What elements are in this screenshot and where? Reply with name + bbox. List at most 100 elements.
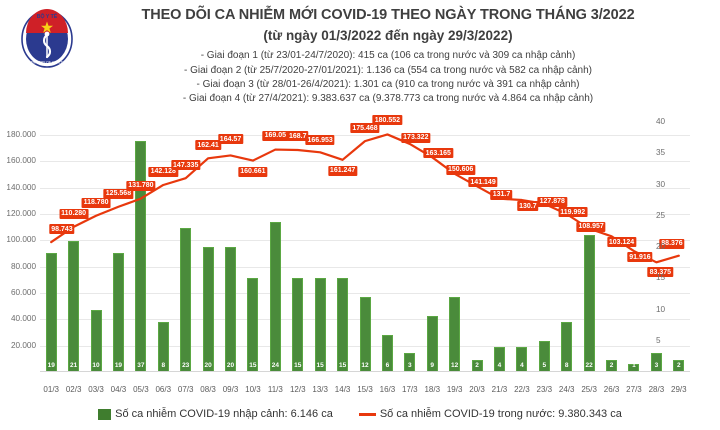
gridline-4 xyxy=(40,240,690,242)
y-axis-right-tick-15: 15 xyxy=(656,273,666,283)
x-axis-label-04-3: 04/3 xyxy=(110,385,127,394)
bar-value-label: 5 xyxy=(542,361,547,369)
y-axis-left-tick-180.000: 180.000 xyxy=(6,130,36,140)
gridline-3 xyxy=(40,266,690,268)
bar-value-label: 21 xyxy=(69,361,78,369)
bar-value-label: 12 xyxy=(361,361,369,369)
bar-value-label: 15 xyxy=(294,361,302,369)
y-axis-left-tick-120.000: 120.000 xyxy=(6,209,36,219)
bar-series-layer: 19 21 10 19 37 8 23 20 20 15 24 15 15 15 12 6 3 9 12 2 4 4 5 8 2… xyxy=(40,122,690,372)
bar-value-label: 19 xyxy=(47,361,55,369)
phase-summary-list: - Giai đoạn 1 (từ 23/01-24/7/2020): 415 … xyxy=(88,49,688,106)
line-value-label-22-3: 130.7 xyxy=(517,201,539,212)
phase-line-1: - Giai đoạn 1 (từ 23/01-24/7/2020): 415 … xyxy=(200,50,576,62)
chart-legend: Số ca nhiễm COVID-19 nhập cảnh: 6.146 ca… xyxy=(0,408,720,420)
line-value-label-17-3: 173.322 xyxy=(401,132,431,143)
line-series-layer: 98.743 110.280 118.780 125.568 131.780 142.12… xyxy=(40,115,690,372)
line-value-label-12-3: 168.7 xyxy=(286,131,309,142)
x-axis-label-29-3: 29/3 xyxy=(670,385,687,394)
bar-value-label: 12 xyxy=(451,361,459,369)
x-axis-label-06-3: 06/3 xyxy=(155,385,172,394)
page-subtitle: (từ ngày 01/3/2022 đến ngày 29/3/2022) xyxy=(263,27,513,43)
line-value-label-19-3: 150.606 xyxy=(445,164,476,175)
line-value-label-06-3: 142.128 xyxy=(148,166,178,177)
line-value-label-10-3: 160.661 xyxy=(238,166,268,177)
x-axis-label-20-3: 20/3 xyxy=(469,385,485,394)
bar-value-label: 24 xyxy=(271,361,279,369)
bar-value-label: 9 xyxy=(430,361,435,369)
x-axis-label-15-3: 15/3 xyxy=(357,385,373,394)
chart-header: THEO DÕI CA NHIỄM MỚI COVID-19 THEO NGÀY… xyxy=(88,6,688,106)
x-axis-label-14-3: 14/3 xyxy=(334,385,351,394)
phase-line-2: - Giai đoạn 2 (từ 25/7/2020-27/01/2021):… xyxy=(184,64,592,76)
legend-item-imported: Số ca nhiễm COVID-19 nhập cảnh: 6.146 ca xyxy=(98,408,333,420)
line-value-label-28-3: 83.375 xyxy=(647,267,674,278)
line-value-label-04-3: 125.568 xyxy=(103,188,134,199)
bar-value-label: 2 xyxy=(609,361,614,369)
bar-value-label: 6 xyxy=(385,361,390,369)
line-value-label-14-3: 161.247 xyxy=(327,165,358,176)
line-value-label-02-3: 110.280 xyxy=(59,208,89,219)
x-axis-label-21-3: 21/3 xyxy=(491,385,508,394)
y-axis-left-tick-20.000: 20.000 xyxy=(10,340,36,350)
legend-bar-label: Số ca nhiễm COVID-19 nhập cảnh: 6.146 ca xyxy=(115,408,333,420)
line-value-label-11-3: 169.05 xyxy=(262,130,289,141)
logo-bottom-text: MINISTRY OF HEALTH xyxy=(29,61,65,65)
bar-value-label: 20 xyxy=(204,361,212,369)
line-value-label-08-3: 162.41 xyxy=(195,140,221,151)
x-axis-labels: 01/3 02/3 03/3 04/3 05/3 06/3 07/3 08/3 09/3 10/3… xyxy=(40,386,690,400)
bar-value-label: 1 xyxy=(632,361,636,369)
bar-value-label: 10 xyxy=(92,361,100,369)
x-axis-label-12-3: 12/3 xyxy=(289,385,306,394)
line-value-label-18-3: 163.165 xyxy=(423,148,453,159)
x-axis-label-13-3: 13/3 xyxy=(312,385,328,394)
y-axis-right-tick-5: 5 xyxy=(656,335,661,345)
x-axis-label-17-3: 17/3 xyxy=(402,385,418,394)
ministry-of-health-vietnam-logo: BỘ Y TẾ MINISTRY OF HEALTH xyxy=(16,8,78,72)
x-axis-label-18-3: 18/3 xyxy=(424,385,441,394)
bar-value-label: 2 xyxy=(676,361,681,369)
legend-line-label: Số ca nhiễm COVID-19 trong nước: 9.380.3… xyxy=(379,408,622,420)
line-value-label-21-3: 131.7 xyxy=(490,189,513,200)
page-title: THEO DÕI CA NHIỄM MỚI COVID-19 THEO NGÀY… xyxy=(141,7,635,23)
line-value-label-26-3: 103.124 xyxy=(606,237,637,248)
line-value-label-07-3: 147.335 xyxy=(171,160,201,171)
y-axis-left-tick-80.000: 80.000 xyxy=(10,261,36,271)
x-axis-label-27-3: 27/3 xyxy=(626,385,642,394)
x-axis-label-09-3: 09/3 xyxy=(222,385,239,394)
line-value-label-23-3: 127.878 xyxy=(537,196,567,207)
y-axis-left-tick-140.000: 140.000 xyxy=(6,182,36,192)
x-axis-label-07-3: 07/3 xyxy=(177,385,194,394)
x-axis-label-08-3: 08/3 xyxy=(200,385,216,394)
line-value-label-24-3: 119.992 xyxy=(558,207,588,218)
chart-baseline xyxy=(40,371,690,372)
bar-value-label: 15 xyxy=(338,361,347,369)
line-value-label-13-3: 166.953 xyxy=(305,135,335,146)
y-axis-left-tick-100.000: 100.000 xyxy=(6,235,36,245)
bar-value-label: 4 xyxy=(520,361,524,369)
line-value-label-03-3: 118.780 xyxy=(81,197,111,208)
y-axis-left-tick-160.000: 160.000 xyxy=(6,156,36,166)
bar-value-label: 3 xyxy=(654,361,659,369)
y-axis-right-tick-30: 30 xyxy=(656,179,666,189)
gridline-7 xyxy=(40,161,690,163)
y-axis-left-tick-40.000: 40.000 xyxy=(10,314,36,324)
gridline-6 xyxy=(40,187,690,189)
y-axis-right-tick-20: 20 xyxy=(656,242,666,251)
y-axis-right-tick-35: 35 xyxy=(656,148,666,158)
x-axis-label-23-3: 23/3 xyxy=(536,385,553,394)
line-value-label-25-3: 108.957 xyxy=(576,221,606,232)
legend-line-swatch-icon xyxy=(358,412,376,416)
bar-value-label: 15 xyxy=(316,361,324,369)
bar-value-label: 2 xyxy=(475,361,479,369)
x-axis-label-16-3: 16/3 xyxy=(379,385,396,394)
x-axis-label-28-3: 28/3 xyxy=(648,385,665,394)
x-axis-label-10-3: 10/3 xyxy=(245,385,261,394)
chart-plot-area: 19 21 10 19 37 8 23 20 20 15 24 15 15 15 12 6 3 9 12 2 4 4 5 8 2… xyxy=(40,115,690,372)
line-value-label-05-3: 131.780 xyxy=(126,180,156,191)
bar-value-label: 19 xyxy=(114,361,123,369)
phase-line-4: - Giai đoạn 4 (từ 27/4/2021): 9.383.637 … xyxy=(182,93,594,105)
bar-value-label: 15 xyxy=(249,361,257,369)
y-axis-right-tick-10: 10 xyxy=(656,304,666,314)
